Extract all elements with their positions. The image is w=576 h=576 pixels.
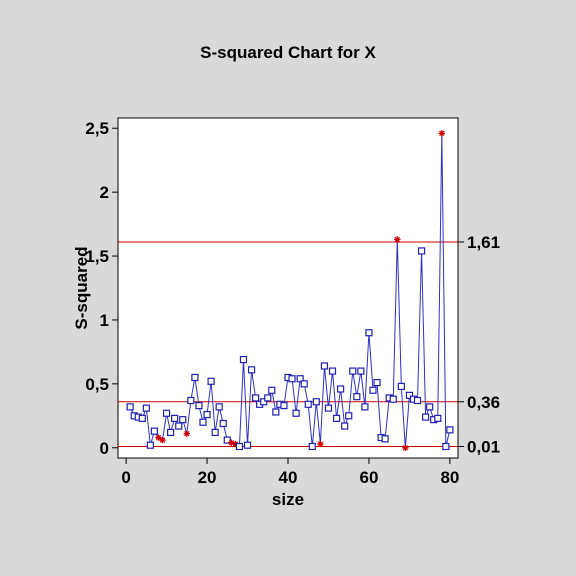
data-point (365, 329, 373, 337)
data-point (308, 442, 316, 451)
data-point-out-of-limits (394, 236, 401, 243)
data-point (272, 408, 280, 416)
control-limit-labels: 1,61 0,36 0,01 (458, 233, 500, 456)
x-tick-label: 40 (279, 468, 298, 487)
y-tick-label: 0,5 (85, 375, 109, 394)
data-point (397, 382, 405, 391)
data-point (361, 403, 369, 411)
data-point (252, 394, 260, 402)
control-limit-lines (118, 241, 458, 447)
data-point (171, 414, 179, 422)
data-point (332, 414, 341, 422)
y-tick-label: 2,5 (85, 119, 109, 138)
data-point (138, 414, 146, 422)
data-point (211, 428, 219, 437)
data-markers (126, 130, 454, 451)
data-point (328, 367, 337, 375)
data-point (300, 380, 308, 388)
data-point (203, 410, 211, 419)
data-point (341, 422, 349, 430)
data-point (268, 386, 276, 394)
data-point (191, 373, 199, 382)
x-tick-label: 80 (440, 468, 459, 487)
data-point (434, 414, 442, 422)
y-axis-ticks: 0 0,5 1 1,5 2 2,5 (85, 119, 118, 458)
data-point (422, 413, 430, 421)
data-point (349, 367, 357, 375)
y-axis-label: S-squared (72, 246, 91, 329)
data-point (312, 398, 320, 406)
data-point (413, 396, 422, 405)
data-point (215, 403, 223, 411)
data-point (337, 385, 345, 393)
data-point (167, 428, 175, 437)
data-point (320, 362, 329, 370)
data-point-out-of-limits (438, 130, 446, 137)
data-point (373, 378, 381, 387)
data-point (219, 419, 227, 428)
data-point (150, 427, 159, 435)
data-point (288, 375, 296, 383)
data-point (207, 377, 215, 385)
data-point (179, 416, 187, 424)
data-point-out-of-limits (159, 436, 166, 444)
data-point (446, 426, 454, 434)
data-point (162, 409, 171, 417)
data-point (260, 398, 268, 406)
data-point (292, 409, 300, 417)
control-limit-label-cl: 0,36 (467, 393, 500, 412)
data-point (264, 394, 272, 402)
data-point (369, 386, 377, 394)
data-point (243, 441, 252, 449)
data-point (187, 396, 195, 405)
data-point-out-of-limits (317, 440, 324, 448)
data-point (389, 395, 397, 403)
y-tick-label: 1 (100, 311, 109, 330)
x-tick-label: 20 (198, 468, 217, 487)
chart-title: S-squared Chart for X (200, 43, 376, 62)
data-point (175, 422, 183, 430)
x-tick-label: 0 (121, 468, 130, 487)
data-point (405, 391, 414, 399)
data-point (442, 442, 450, 451)
data-point (199, 418, 207, 426)
y-tick-label: 0 (100, 439, 109, 458)
data-point (235, 442, 244, 451)
data-point (142, 404, 150, 412)
data-point (223, 436, 231, 444)
data-point (247, 366, 256, 374)
plot-area (117, 117, 459, 459)
x-axis-label: size (272, 490, 304, 509)
y-tick-label: 1,5 (85, 247, 109, 266)
data-point-out-of-limits (402, 444, 409, 451)
y-tick-label: 2 (100, 183, 109, 202)
data-point (296, 375, 304, 383)
control-limit-label-ucl: 1,61 (467, 233, 500, 252)
data-point (345, 412, 353, 420)
data-point (280, 401, 288, 410)
data-point (381, 435, 389, 443)
data-point (146, 441, 154, 449)
data-point (239, 355, 248, 364)
data-point-out-of-limits (183, 430, 191, 437)
control-limit-label-lcl: 0,01 (467, 437, 500, 456)
x-axis-ticks: 0 20 40 60 80 (121, 458, 459, 487)
data-point (324, 404, 333, 412)
data-point (353, 393, 361, 401)
data-point (126, 403, 134, 411)
data-point (304, 400, 312, 408)
x-tick-label: 60 (359, 468, 378, 487)
data-point (417, 247, 426, 255)
data-point (426, 403, 434, 411)
data-point (195, 401, 203, 410)
data-point (357, 367, 365, 375)
